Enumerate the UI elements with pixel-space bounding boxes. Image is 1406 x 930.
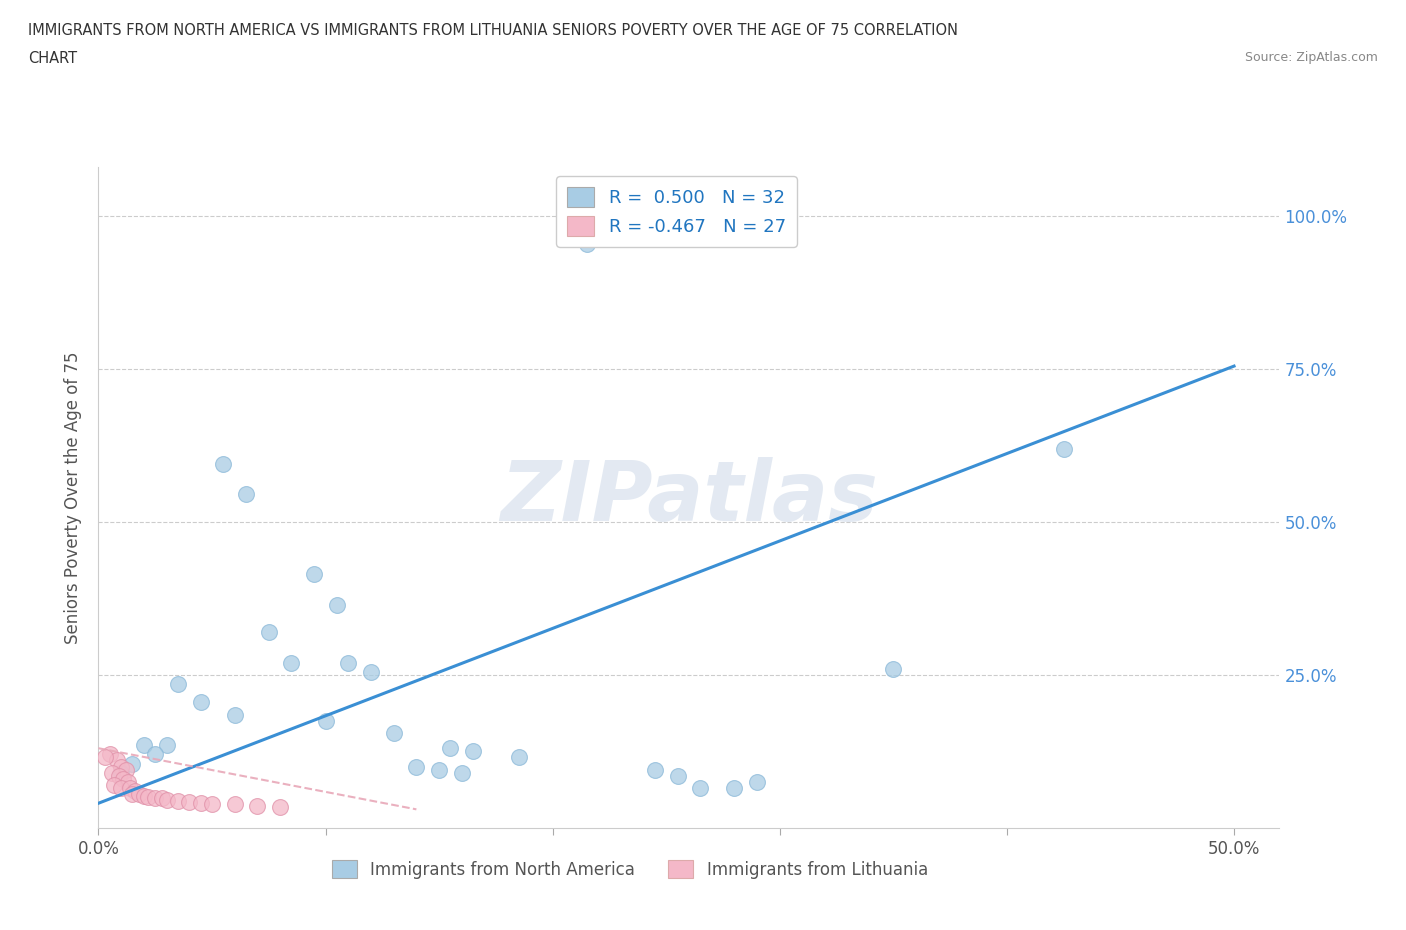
Point [132, 737, 155, 752]
Point [1053, 441, 1076, 456]
Point [110, 759, 132, 774]
Point [108, 768, 131, 783]
Point [150, 790, 173, 805]
Text: IMMIGRANTS FROM NORTH AMERICA VS IMMIGRANTS FROM LITHUANIA SENIORS POVERTY OVER : IMMIGRANTS FROM NORTH AMERICA VS IMMIGRA… [28, 23, 957, 38]
Point [155, 737, 177, 752]
Point [155, 792, 177, 807]
Point [463, 744, 485, 759]
Point [212, 457, 235, 472]
Point [360, 664, 382, 679]
Point [201, 797, 224, 812]
Point [94, 750, 117, 764]
Point [337, 656, 360, 671]
Point [427, 763, 450, 777]
Point [103, 777, 125, 792]
Point [132, 789, 155, 804]
Point [143, 790, 166, 805]
Point [450, 765, 472, 780]
Point [121, 787, 143, 802]
Point [269, 800, 291, 815]
Point [882, 661, 904, 676]
Point [315, 713, 337, 728]
Point [128, 787, 150, 802]
Point [110, 765, 132, 780]
Point [235, 487, 257, 502]
Point [190, 695, 212, 710]
Point [143, 747, 166, 762]
Point [110, 780, 132, 795]
Point [167, 677, 190, 692]
Text: Source: ZipAtlas.com: Source: ZipAtlas.com [1244, 51, 1378, 64]
Point [224, 707, 246, 722]
Point [280, 656, 302, 671]
Point [138, 790, 160, 804]
Point [190, 796, 212, 811]
Point [120, 780, 142, 795]
Point [326, 597, 349, 612]
Point [689, 780, 711, 795]
Point [246, 798, 269, 813]
Point [101, 765, 124, 780]
Point [257, 625, 280, 640]
Point [124, 784, 146, 799]
Point [745, 775, 768, 790]
Point [105, 753, 128, 768]
Point [98, 747, 121, 762]
Point [112, 771, 135, 786]
Point [575, 236, 598, 251]
Point [114, 763, 136, 777]
Legend: Immigrants from North America, Immigrants from Lithuania: Immigrants from North America, Immigrant… [325, 854, 935, 885]
Point [382, 725, 405, 740]
Point [117, 775, 139, 790]
Point [439, 741, 461, 756]
Point [302, 566, 325, 581]
Text: ZIPatlas: ZIPatlas [501, 457, 877, 538]
Point [224, 797, 246, 812]
Text: CHART: CHART [28, 51, 77, 66]
Y-axis label: Seniors Poverty Over the Age of 75: Seniors Poverty Over the Age of 75 [65, 352, 83, 644]
Point [167, 793, 190, 808]
Point [179, 794, 201, 809]
Point [508, 750, 530, 764]
Point [644, 763, 666, 777]
Point [405, 759, 427, 774]
Point [121, 756, 143, 771]
Point [723, 780, 745, 795]
Point [666, 768, 689, 783]
